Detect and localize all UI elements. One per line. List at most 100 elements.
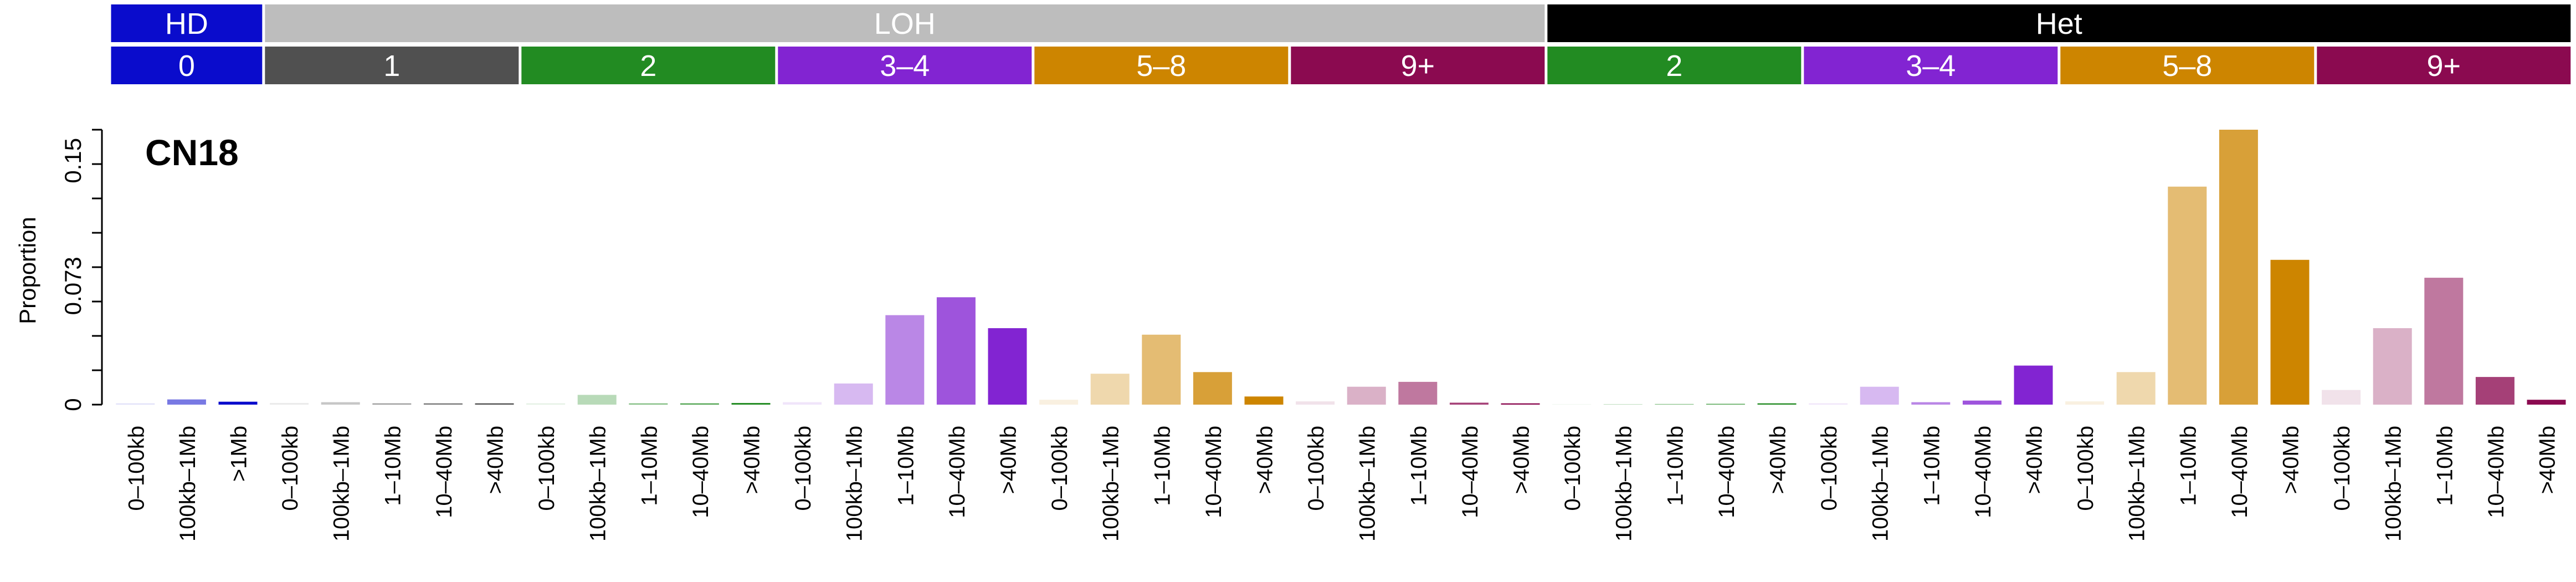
cn-band-9+ [1291,47,1545,84]
x-tick-label: >40Mb [2023,426,2047,494]
bar [2527,400,2566,405]
x-tick-labels: 0–100kb 100kb–1Mb >1Mb 0–100kb 100kb–1Mb 1–10… [124,426,2559,542]
x-tick-label: 10–40Mb [2228,426,2252,518]
bar [1296,401,1335,405]
cn-band-9+ [2317,47,2571,84]
y-axis: Proportion 0 0.073 0.15 [14,129,103,411]
x-tick-label: 10–40Mb [432,426,456,518]
cn-band-5–8 [2060,47,2315,84]
bar [372,403,412,405]
x-tick-label: 0–100kb [1048,426,1072,510]
bar [1809,403,1848,405]
bar [885,315,925,405]
x-tick-label: 10–40Mb [1971,426,1995,518]
cn-band-label: 2 [1666,49,1682,83]
cn-band-label: 1 [383,49,400,83]
cn-band-label: 9+ [1401,49,1435,83]
top-band-label: HD [165,7,208,40]
bar [783,402,822,405]
cn-band-3–4 [778,47,1032,84]
bar [321,402,360,405]
x-tick-label: 1–10Mb [2433,426,2457,506]
x-tick-label: 1–10Mb [1920,426,1944,506]
bar [936,297,976,405]
top-band-het [1547,4,2571,42]
cn-band-label: 0 [178,49,195,83]
bar [1757,403,1797,405]
bar [1449,402,1489,405]
bar [577,395,617,405]
bar [1552,404,1592,405]
x-tick-label: >40Mb [2279,426,2303,494]
x-tick-label: 0–100kb [1561,426,1585,510]
top-band-label: LOH [874,7,936,40]
bar [2116,372,2156,405]
x-tick-label: >40Mb [1253,426,1277,494]
cn-band-5–8 [1034,47,1289,84]
x-tick-label: 0–100kb [791,426,815,510]
y-axis-label: Proportion [14,217,40,324]
cn-band-label: 9+ [2427,49,2461,83]
cn-band-label: 2 [640,49,656,83]
x-tick-label: 1–10Mb [894,426,918,506]
x-tick-label: 10–40Mb [2484,426,2508,518]
bars [116,130,2566,405]
bar [475,403,514,405]
bar [629,403,668,405]
top-band-hd [111,4,263,42]
x-tick-label: >40Mb [740,426,764,494]
x-tick-label: 1–10Mb [2176,426,2200,506]
bar [1244,396,1284,405]
x-tick-label: >1Mb [227,426,252,482]
y-tick-label: 0 [60,398,86,411]
x-tick-label: 10–40Mb [1458,426,1482,518]
x-tick-label: 100kb–1Mb [2125,426,2149,542]
cn-band-2 [521,47,776,84]
bar [167,399,206,405]
x-tick-label: 100kb–1Mb [586,426,610,542]
x-tick-label: >40Mb [1766,426,1790,494]
bar [2373,328,2412,405]
x-tick-label: 100kb–1Mb [1099,426,1123,542]
bar [1706,404,1745,405]
y-tick-label: 0.15 [60,138,86,183]
cn-band-3–4 [1804,47,2058,84]
x-tick-label: >40Mb [997,426,1021,494]
bar [1655,404,1694,405]
cn-band-label: 5–8 [1136,49,1186,83]
chart-title: CN18 [145,132,239,173]
bar [2270,259,2310,405]
bar [1347,386,1386,405]
x-tick-label: 1–10Mb [1150,426,1174,506]
bar [834,383,873,405]
bar [988,328,1027,405]
x-tick-label: >40Mb [2536,426,2560,494]
x-tick-label: >40Mb [1510,426,1534,494]
x-tick-label: 100kb–1Mb [176,426,200,542]
bar [1603,404,1643,405]
bar [2219,130,2258,405]
x-tick-label: 0–100kb [1817,426,1841,510]
bar [1860,386,1899,405]
bar [1911,402,1951,405]
bar [526,403,566,405]
bar [2168,186,2207,405]
x-tick-label: 100kb–1Mb [2382,426,2406,542]
cn-band-label: 3–4 [880,49,930,83]
bar [2424,278,2464,405]
bar [1142,334,1181,405]
bar [680,403,719,405]
x-tick-label: 0–100kb [2330,426,2354,510]
x-tick-label: 0–100kb [535,426,559,510]
bar [731,403,771,405]
bar [1090,374,1130,405]
bar [1193,372,1232,405]
x-tick-label: 1–10Mb [1663,426,1687,506]
bar [2014,365,2053,405]
top-band-label: Het [2036,7,2082,40]
cn-band-1 [265,47,519,84]
x-tick-label: 100kb–1Mb [1869,426,1893,542]
x-tick-label: 0–100kb [278,426,302,510]
x-tick-label: >40Mb [484,426,508,494]
